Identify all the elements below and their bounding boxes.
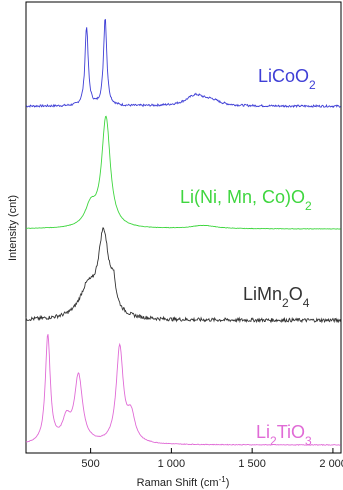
series-label-part: 2	[309, 78, 316, 92]
series-label-part: Li(Ni, Mn, Co)O	[180, 187, 305, 207]
series-layer	[25, 18, 342, 446]
y-axis-title: Intensity (cnt)	[7, 195, 19, 261]
plot-frame	[25, 1, 342, 454]
x-tick-label: 1 500	[238, 458, 266, 470]
series-label-part: 2	[282, 296, 289, 310]
series-label-part: 3	[305, 434, 312, 448]
series-label-part: LiMn	[243, 284, 282, 304]
series-line-1	[25, 115, 341, 230]
series-line-0	[25, 18, 341, 109]
series-label-part: 2	[270, 434, 277, 448]
series-line-2	[25, 227, 342, 324]
x-tick-label: 2 000	[319, 458, 343, 470]
x-tick-label: 500	[81, 458, 99, 470]
x-tick-label: 1 000	[158, 458, 186, 470]
series-label-part: TiO	[277, 422, 305, 442]
series-label-2: LiMn2O4	[243, 284, 310, 310]
series-line-3	[25, 334, 341, 446]
series-label-part: O	[289, 284, 303, 304]
x-axis-title-suffix: )	[226, 477, 230, 489]
series-label-0: LiCoO2	[258, 66, 316, 92]
series-label-part: Li	[256, 422, 270, 442]
series-label-1: Li(Ni, Mn, Co)O2	[180, 187, 312, 213]
series-label-3: Li2TiO3	[256, 422, 312, 448]
series-label-part: LiCoO	[258, 66, 309, 86]
series-label-part: 4	[303, 296, 310, 310]
x-axis-title-superscript: -1	[219, 475, 227, 484]
x-tick-layer: 500 1 000 1 500 2 000	[81, 448, 343, 470]
x-axis-title-main: Raman Shift (cm	[137, 477, 219, 489]
x-axis-title: Raman Shift (cm-1)	[137, 475, 230, 490]
series-label-part: 2	[305, 199, 312, 213]
